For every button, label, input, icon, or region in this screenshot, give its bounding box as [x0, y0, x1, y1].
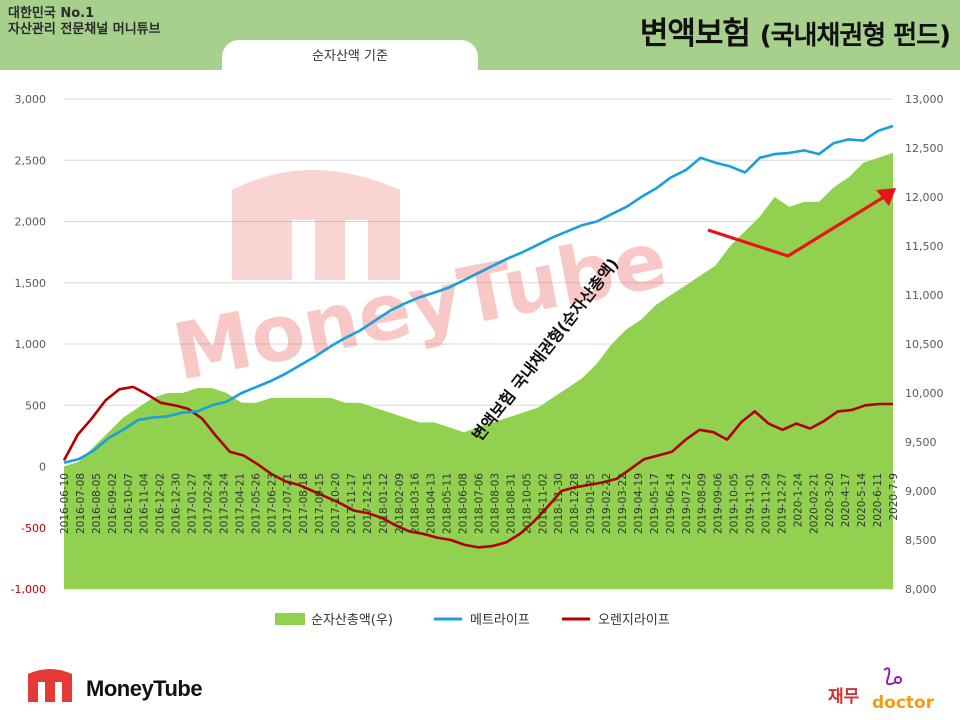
trend-arrow-head-icon [876, 188, 896, 206]
moneytube-m-logo-icon [28, 669, 72, 702]
x-tick-label: 2017-07-21 [282, 473, 294, 534]
x-tick-label: 2017-03-24 [218, 473, 230, 534]
right-tick-label: 12,500 [905, 142, 944, 155]
watermark-logo-icon [232, 170, 400, 280]
x-tick-label: 2017-05-26 [250, 473, 262, 534]
right-tick-label: 12,000 [905, 191, 944, 204]
legend-label: 순자산총액(우) [311, 613, 393, 628]
left-tick-label: -500 [21, 522, 46, 535]
right-tick-label: 10,500 [905, 338, 944, 351]
right-tick-label: 13,000 [905, 93, 944, 106]
x-tick-label: 2018-01-12 [378, 473, 390, 534]
brand-logo: MoneyTube [22, 668, 203, 708]
x-tick-label: 2018-02-09 [394, 473, 406, 534]
x-tick-label: 2019-03-22 [617, 473, 629, 534]
x-tick-label: 2018-11-02 [537, 473, 549, 534]
x-tick-label: 2018-07-06 [474, 473, 486, 534]
series-area-net-assets [64, 152, 893, 589]
channel-tagline: 대한민국 No.1 자산관리 전문채널 머니튜브 [8, 6, 161, 38]
jaemu-doctor-badge: 재무 doctor [828, 667, 935, 713]
right-tick-label: 10,000 [905, 387, 944, 400]
x-tick-label: 2019-11-01 [745, 473, 757, 534]
header-band [0, 0, 960, 70]
x-tick-label: 2020-4-17 [840, 473, 852, 527]
x-tick-label: 2018-08-03 [489, 473, 501, 534]
x-tick-label: 2020-3-20 [824, 473, 836, 527]
tagline-line1: 대한민국 No.1 [8, 6, 95, 21]
right-tick-label: 8,000 [905, 583, 937, 596]
x-tick-label: 2016-11-04 [139, 473, 151, 534]
x-tick-label: 2019-01-25 [585, 473, 597, 534]
badge-text-2: doctor [872, 693, 935, 713]
x-tick-label: 2019-07-12 [681, 473, 693, 534]
x-tick-label: 2019-10-05 [729, 473, 741, 534]
x-tick-label: 2017-09-15 [314, 473, 326, 534]
x-tick-label: 2018-03-16 [410, 473, 422, 534]
x-tick-label: 2019-11-29 [761, 473, 773, 534]
x-tick-label: 2017-02-24 [203, 473, 215, 534]
stethoscope-icon [883, 667, 897, 686]
x-tick-label: 2017-10-20 [330, 473, 342, 534]
legend-label: 메트라이프 [470, 613, 530, 628]
x-tick-label: 2018-12-28 [569, 473, 581, 534]
series-line-metlife [63, 124, 894, 465]
left-tick-label: -1,000 [11, 583, 46, 596]
tagline-line2: 자산관리 전문채널 머니튜브 [8, 22, 161, 37]
left-tick-label: 2,000 [15, 216, 47, 229]
left-tick-label: 500 [25, 399, 46, 412]
x-tick-label: 2017-12-15 [362, 473, 374, 534]
x-tick-label: 2016-09-02 [107, 473, 119, 534]
x-tick-label: 2016-12-30 [171, 473, 183, 534]
x-tick-label: 2018-06-08 [458, 473, 470, 534]
x-tick-label: 2017-06-23 [266, 473, 278, 534]
right-tick-label: 8,500 [905, 534, 937, 547]
left-tick-label: 2,500 [15, 154, 47, 167]
x-tick-label: 2017-08-18 [298, 473, 310, 534]
legend-label: 오렌지라이프 [598, 613, 670, 628]
x-tick-label: 2019-04-19 [633, 473, 645, 534]
x-tick-label: 2016-10-07 [123, 473, 135, 534]
x-tick-label: 2018-10-05 [521, 473, 533, 534]
x-tick-label: 2017-11-17 [346, 473, 358, 534]
x-tick-label: 2020-6-11 [872, 473, 884, 527]
x-tick-label: 2018-11-30 [553, 473, 565, 534]
x-tick-label: 2016-08-05 [91, 473, 103, 534]
x-tick-label: 2019-02-22 [601, 473, 613, 534]
x-tick-label: 2017-01-27 [187, 473, 199, 534]
x-tick-label: 2020-1-24 [792, 473, 804, 528]
x-tick-label: 2019-08-09 [697, 473, 709, 534]
right-tick-label: 11,500 [905, 240, 944, 253]
right-tick-label: 9,500 [905, 436, 937, 449]
title-sub: (국내채권형 펀드) [759, 21, 951, 51]
brand-text: MoneyTube [86, 676, 203, 701]
trend-arrow-line [707, 190, 893, 258]
x-tick-label: 2018-04-13 [426, 473, 438, 534]
series-line-orangelife [62, 385, 893, 549]
x-tick-label: 2020-5-14 [856, 473, 868, 528]
right-tick-label: 11,000 [905, 289, 944, 302]
x-tick-label: 2016-07-08 [75, 473, 87, 534]
x-tick-label: 2016-06-10 [59, 473, 71, 534]
x-tick-label: 2019-09-06 [713, 473, 725, 534]
x-tick-label: 2019-12-27 [776, 473, 788, 534]
legend-swatch-area [275, 613, 305, 625]
x-tick-label: 2020-7-9 [888, 473, 900, 521]
badge-text-1: 재무 [828, 687, 860, 707]
x-tick-label: 2018-05-11 [442, 473, 454, 534]
x-tick-label: 2019-06-14 [665, 473, 677, 534]
left-tick-label: 0 [39, 461, 46, 474]
right-tick-label: 9,000 [905, 485, 937, 498]
page-title: 변액보험 (국내채권형 펀드) [639, 8, 951, 53]
x-tick-label: 2020-02-21 [808, 473, 820, 534]
title-main: 변액보험 [639, 16, 751, 52]
chart: -1,000 -500 0 500 1,000 1,500 2,000 2,500 3,000 8… [11, 93, 944, 628]
x-tick-label: 2019-05-17 [649, 473, 661, 534]
x-tick-label: 2016-12-02 [155, 473, 167, 534]
left-tick-label: 1,000 [15, 338, 47, 351]
left-tick-label: 1,500 [15, 277, 47, 290]
x-tick-label: 2018-08-31 [505, 473, 517, 534]
left-tick-label: 3,000 [15, 93, 47, 106]
x-tick-label: 2017-04-21 [234, 473, 246, 534]
basis-label: 순자산액 기준 [222, 40, 478, 74]
